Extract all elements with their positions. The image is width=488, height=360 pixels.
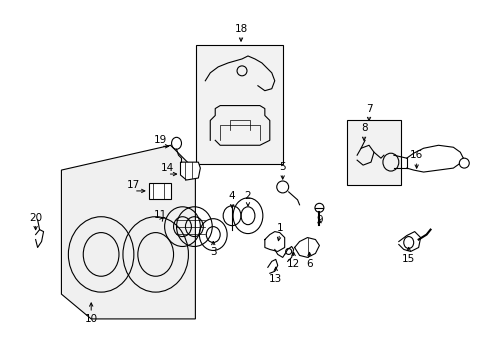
Polygon shape [180, 162, 200, 180]
Text: 18: 18 [234, 24, 247, 34]
Text: 6: 6 [305, 259, 312, 269]
Text: 20: 20 [29, 213, 42, 223]
Text: 16: 16 [409, 150, 423, 160]
Bar [196, 45, 282, 164]
Text: 14: 14 [161, 163, 174, 173]
Bar [346, 121, 400, 185]
Text: 9: 9 [315, 215, 322, 225]
Text: 8: 8 [360, 123, 366, 134]
Text: 15: 15 [401, 255, 414, 264]
Text: 13: 13 [268, 274, 282, 284]
Bar [148, 183, 170, 199]
Text: 10: 10 [84, 314, 98, 324]
Text: 12: 12 [286, 259, 300, 269]
Text: 3: 3 [209, 247, 216, 257]
Text: 1: 1 [276, 222, 283, 233]
Text: 17: 17 [127, 180, 140, 190]
Text: 5: 5 [279, 162, 285, 172]
Text: 19: 19 [154, 135, 167, 145]
Text: 2: 2 [244, 191, 251, 201]
Polygon shape [61, 145, 195, 319]
Text: 4: 4 [228, 191, 235, 201]
Ellipse shape [458, 158, 468, 168]
Text: 11: 11 [154, 210, 167, 220]
Text: 7: 7 [365, 104, 371, 113]
